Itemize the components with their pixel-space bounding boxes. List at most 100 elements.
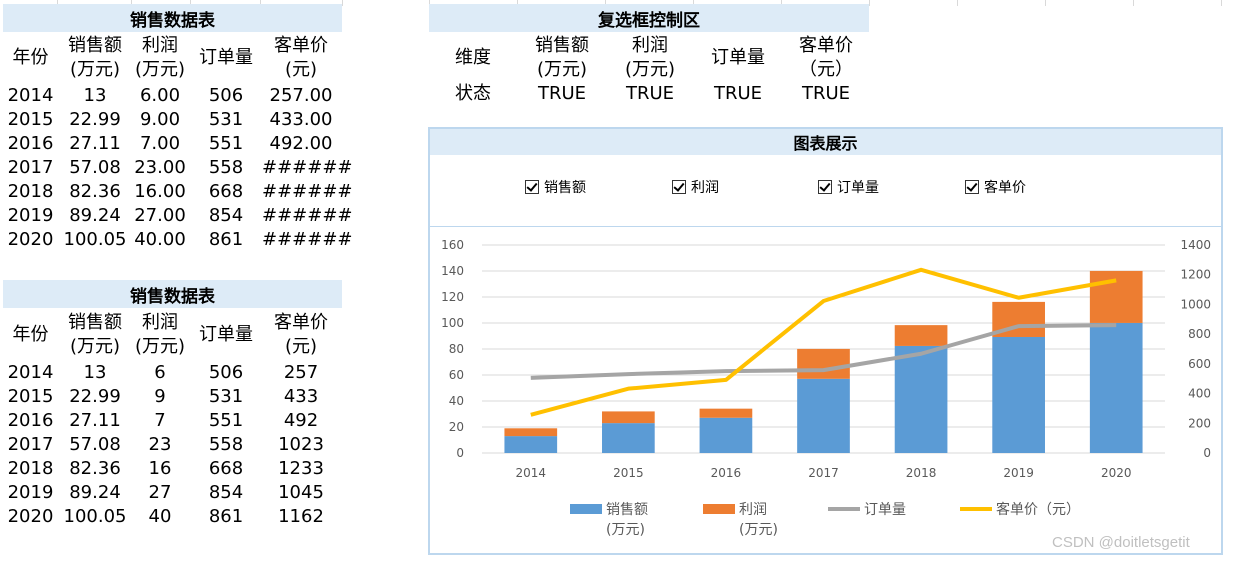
control-header-2: 订单量 bbox=[711, 47, 765, 68]
table1-cell: ###### bbox=[262, 205, 353, 226]
table2-header-4: (元) bbox=[284, 336, 318, 357]
table2-header-1: (万元) bbox=[69, 336, 121, 357]
table1-cell: 40.00 bbox=[134, 229, 186, 250]
table2-cell: 492 bbox=[283, 410, 319, 431]
table1-title: 销售数据表 bbox=[3, 4, 342, 32]
chart-panel-title: 图表展示 bbox=[430, 129, 1221, 155]
table1-cell: 854 bbox=[208, 205, 244, 226]
table1-cell: 492.00 bbox=[269, 133, 333, 154]
y-left-tick-label: 20 bbox=[449, 420, 464, 434]
table1-header-1: (万元) bbox=[69, 59, 121, 80]
table1-cell: 433.00 bbox=[269, 109, 333, 130]
table1-cell: 861 bbox=[208, 229, 244, 250]
status-label: 状态 bbox=[455, 83, 491, 104]
x-tick-label: 2016 bbox=[711, 466, 742, 480]
x-tick-label: 2019 bbox=[1003, 466, 1034, 480]
table1-cell: 2015 bbox=[7, 109, 54, 130]
checkbox-price[interactable]: 客单价 bbox=[965, 177, 1026, 197]
table1-header-2: (万元) bbox=[134, 59, 186, 80]
table1-cell: ###### bbox=[262, 157, 353, 178]
chart-panel[interactable]: 图表展示 销售额 利润 订单量 客单价 0 20 40 60 80 100 120 140 16… bbox=[428, 127, 1223, 555]
table1-cell: 531 bbox=[208, 109, 244, 130]
table2-header-1: 销售额 bbox=[68, 312, 122, 333]
y-right-tick-label: 800 bbox=[1188, 327, 1211, 341]
table2-cell: 1233 bbox=[278, 458, 324, 479]
table2-cell: 2018 bbox=[7, 458, 54, 479]
y-left-tick-label: 60 bbox=[449, 368, 464, 382]
table2-cell: 2015 bbox=[7, 386, 54, 407]
y-right-tick-label: 1000 bbox=[1180, 297, 1211, 311]
table2-header-0: 年份 bbox=[12, 324, 49, 345]
table2-cell: 433 bbox=[283, 386, 319, 407]
table2-cell: 22.99 bbox=[69, 386, 121, 407]
sheet-gridlines bbox=[0, 0, 1238, 6]
table2-cell: 558 bbox=[208, 434, 244, 455]
y-left-tick-label: 140 bbox=[441, 264, 464, 278]
x-tick-label: 2018 bbox=[906, 466, 937, 480]
legend-profit-label: 利润 bbox=[739, 502, 767, 518]
table1-cell: 257.00 bbox=[269, 85, 333, 106]
y-right-tick-label: 400 bbox=[1188, 387, 1211, 401]
legend-sales-label: (万元) bbox=[606, 522, 645, 538]
table2-cell: 531 bbox=[208, 386, 244, 407]
table2-cell: 1045 bbox=[278, 482, 324, 503]
legend-profit-swatch bbox=[703, 504, 735, 514]
table2-cell: 854 bbox=[208, 482, 244, 503]
table2-title: 销售数据表 bbox=[3, 280, 342, 308]
bar-profit bbox=[699, 408, 753, 418]
table2-cell: 257 bbox=[283, 362, 319, 383]
checkbox-checked-icon[interactable] bbox=[525, 180, 539, 194]
table1-cell: ###### bbox=[262, 181, 353, 202]
bar-profit bbox=[797, 348, 850, 379]
checkbox-checked-icon[interactable] bbox=[672, 180, 686, 194]
table2-cell: 6 bbox=[154, 362, 166, 383]
legend-price-label: 客单价（元） bbox=[996, 501, 1080, 518]
table2-cell: 2016 bbox=[7, 410, 54, 431]
table1-cell: 7.00 bbox=[139, 133, 181, 154]
table1-cell: 2018 bbox=[7, 181, 54, 202]
y-left-tick-label: 100 bbox=[441, 316, 464, 330]
table2-cell: 100.05 bbox=[63, 506, 127, 527]
y-right-tick-label: 200 bbox=[1188, 416, 1211, 430]
bar-profit bbox=[1089, 270, 1143, 323]
line-orders bbox=[530, 323, 1117, 380]
table2-cell: 57.08 bbox=[69, 434, 121, 455]
table2-cell: 2019 bbox=[7, 482, 54, 503]
table1-cell: 668 bbox=[208, 181, 244, 202]
legend-profit-label: (万元) bbox=[739, 522, 778, 538]
y-right-tick-label: 1200 bbox=[1180, 268, 1211, 282]
checkbox-price-label: 客单价 bbox=[984, 180, 1026, 196]
y-left-tick-label: 80 bbox=[449, 342, 464, 356]
table2-cell: 1023 bbox=[278, 434, 324, 455]
table1-cell: 2017 bbox=[7, 157, 54, 178]
table1-cell: 2016 bbox=[7, 133, 54, 154]
table2-cell: 82.36 bbox=[69, 458, 121, 479]
legend-sales-swatch bbox=[570, 504, 602, 514]
y-left-tick-label: 40 bbox=[449, 394, 464, 408]
table2-cell: 506 bbox=[208, 362, 244, 383]
table2-cell: 861 bbox=[208, 506, 244, 527]
checkbox-checked-icon[interactable] bbox=[818, 180, 832, 194]
checkbox-checked-icon[interactable] bbox=[965, 180, 979, 194]
control-header-0: 销售额 bbox=[535, 35, 589, 56]
checkbox-profit[interactable]: 利润 bbox=[672, 177, 719, 197]
table2-cell: 27.11 bbox=[69, 410, 121, 431]
table1-cell: 6.00 bbox=[139, 85, 181, 106]
control-header-1: (万元) bbox=[624, 59, 676, 80]
control-header-1: 利润 bbox=[632, 35, 668, 56]
table2-cell: 89.24 bbox=[69, 482, 121, 503]
control-status-1: TRUE bbox=[625, 83, 675, 104]
x-tick-label: 2014 bbox=[516, 466, 547, 480]
table2-cell: 13 bbox=[83, 362, 107, 383]
table2-cell: 9 bbox=[154, 386, 166, 407]
control-header-3: 客单价 bbox=[799, 35, 853, 56]
table2-header-2: (万元) bbox=[134, 336, 186, 357]
table1-cell: 506 bbox=[208, 85, 244, 106]
y-right-tick-label: 0 bbox=[1203, 446, 1211, 460]
control-header-3: （元） bbox=[799, 59, 853, 80]
bar-profit bbox=[894, 325, 948, 346]
checkbox-orders[interactable]: 订单量 bbox=[818, 177, 879, 197]
table1-header-4: 客单价 bbox=[274, 35, 328, 56]
table2-cell: 1162 bbox=[278, 506, 324, 527]
checkbox-sales[interactable]: 销售额 bbox=[525, 177, 586, 197]
